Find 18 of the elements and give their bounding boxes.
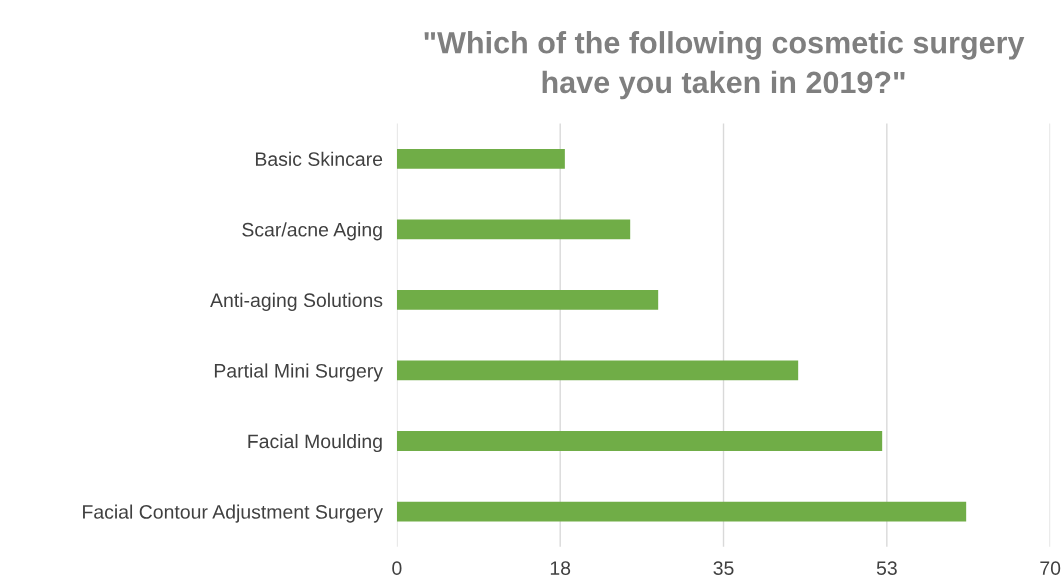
bar (396, 290, 659, 310)
chart-title: "Which of the following cosmetic surgery have you taken in 2019?" (424, 31, 1025, 100)
y-tick-label: Scar/acne Aging (242, 222, 382, 241)
y-tick-label: Facial Moulding (248, 433, 382, 453)
bar (396, 431, 883, 451)
x-tick-label: 35 (713, 561, 734, 576)
bar (396, 360, 799, 381)
bar (396, 219, 631, 240)
x-tick-label: 18 (550, 561, 571, 576)
x-tick-label: 53 (876, 561, 897, 576)
bar (396, 501, 967, 522)
x-tick-label: 70 (1040, 561, 1061, 576)
y-tick-label: Facial Contour Adjustment Surgery (83, 504, 383, 523)
bar (396, 148, 565, 169)
y-tick-label: Partial Mini Surgery (214, 363, 383, 382)
y-tick-label: Basic Skincare (255, 151, 383, 166)
x-tick-label: 0 (392, 561, 402, 576)
y-tick-label: Anti-aging Solutions (210, 292, 383, 311)
